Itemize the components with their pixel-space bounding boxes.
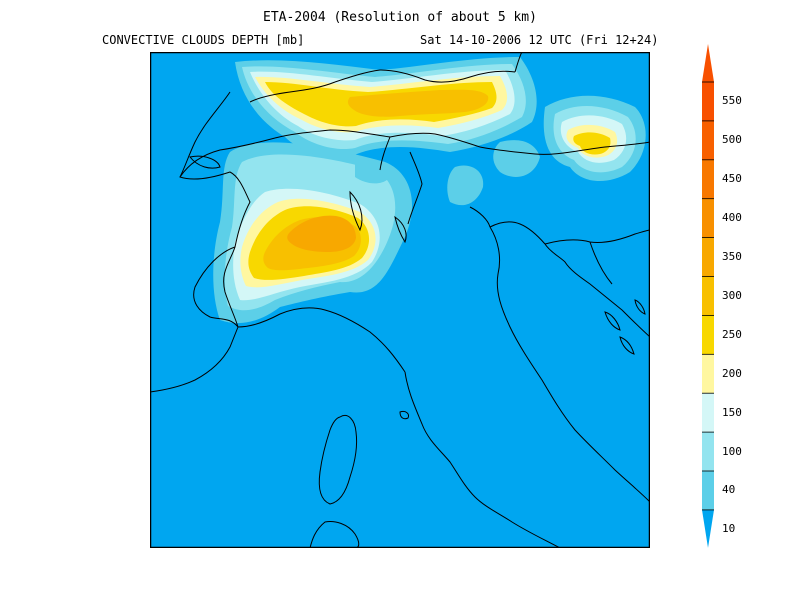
colorbar-label: 300 [722,288,742,302]
map-frame [150,52,650,548]
colorbar-label: 350 [722,250,742,264]
valid-time-label: Sat 14-10-2006 12 UTC (Fri 12+24) [420,33,659,47]
colorbar-cell [702,237,714,277]
colorbar-label: 550 [722,94,742,108]
colorbar-label: 450 [722,172,742,186]
colorbar-cell [702,276,714,316]
colorbar-label: 150 [722,405,742,419]
colorbar-label: 40 [722,483,736,497]
colorbar-cell [702,432,714,472]
colorbar-label: 100 [722,444,742,458]
colorbar-label: 500 [722,133,742,147]
color-scale-bar [702,44,714,548]
colorbar-arrow-top [702,44,714,82]
colorbar-label: 250 [722,327,742,341]
clear-patch [355,160,390,184]
cloud-field-350 [287,215,356,252]
colorbar-cell [702,198,714,239]
colorbar-cell [702,120,714,161]
colorbar-label: 10 [722,522,736,536]
colorbar-cell [702,159,714,200]
colorbar-label: 400 [722,211,742,225]
colorbar-cell [702,471,714,511]
map-title: ETA-2004 (Resolution of about 5 km) [263,10,537,25]
colorbar-cell [702,315,714,355]
colorbar-label: 200 [722,366,742,380]
colorbar-cell [702,82,714,122]
forecast-map [150,52,650,548]
coastlines [150,52,650,548]
colorbar-cell [702,393,714,433]
colorbar-cell [702,354,714,394]
variable-label: CONVECTIVE CLOUDS DEPTH [mb] [102,33,305,47]
colorbar-arrow-bottom [702,509,714,548]
